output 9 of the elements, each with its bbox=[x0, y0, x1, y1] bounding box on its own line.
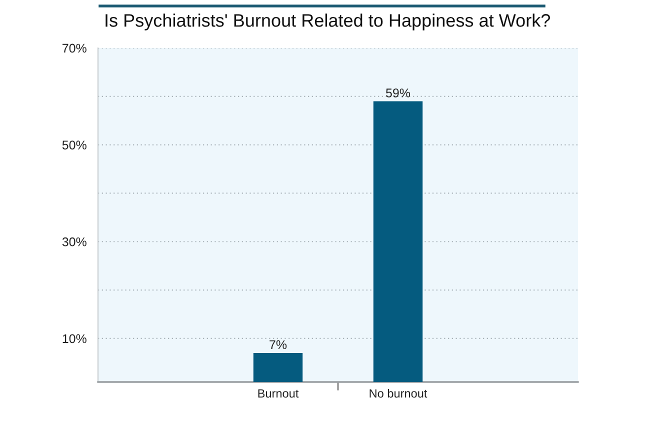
y-tick-label: 50% bbox=[62, 140, 86, 150]
data-label: 7% bbox=[270, 340, 287, 350]
chart-title: Is Psychiatrists' Burnout Related to Happiness at Work? bbox=[106, 14, 550, 30]
data-label: 59% bbox=[386, 88, 410, 98]
y-tick-label: 70% bbox=[62, 44, 86, 53]
x-tick-label: No burnout bbox=[370, 388, 428, 398]
y-tick-label: 30% bbox=[62, 237, 86, 246]
y-tick-label: 10% bbox=[62, 334, 86, 344]
x-tick-label: Burnout bbox=[258, 389, 299, 398]
